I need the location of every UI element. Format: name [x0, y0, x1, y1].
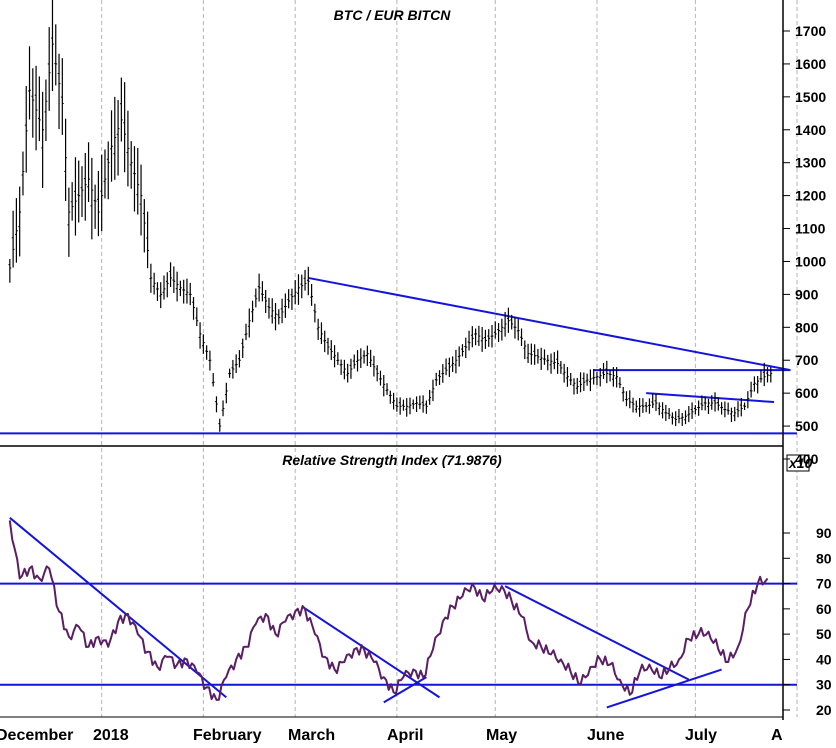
x-tick-label: December: [0, 727, 73, 743]
rsi-y-tick-label: 60: [816, 601, 832, 617]
scale-badge: x10: [788, 455, 813, 471]
x-tick-label: A: [771, 727, 783, 743]
price-y-tick-label: 1500: [795, 89, 826, 105]
rsi-y-tick-label: 30: [816, 677, 832, 693]
scale-badge-box: [786, 454, 810, 472]
x-tick-label: April: [387, 727, 423, 743]
price-y-tick-label: 1100: [795, 221, 826, 237]
price-y-tick-label: 600: [795, 385, 819, 401]
rsi-trendline-3: [504, 585, 690, 681]
series-layer: [8, 0, 773, 701]
price-y-tick-label: 500: [795, 418, 819, 434]
rsi-y-tick-label: 20: [816, 702, 832, 718]
price-y-tick-label: 1000: [795, 253, 826, 269]
rsi-y-tick-label: 50: [816, 626, 832, 642]
price-y-tick-label: 700: [795, 352, 819, 368]
x-tick-label: March: [288, 727, 335, 743]
rsi-trendline-2: [383, 676, 427, 704]
rsi-y-tick-label: 40: [816, 651, 832, 667]
price-y-tick-label: 400: [795, 451, 819, 467]
x-tick-label: February: [193, 727, 262, 743]
rsi-y-tick-label: 90: [816, 525, 832, 541]
rsi-y-tick-label: 70: [816, 576, 832, 592]
price-chart-title: BTC / EUR BITCN: [334, 7, 452, 23]
rsi-trendline-4: [606, 668, 722, 709]
price-y-tick-label: 1300: [795, 155, 826, 171]
rsi-chart-title: Relative Strength Index (71.9876): [282, 452, 502, 468]
x-tick-label: July: [685, 727, 717, 743]
price-y-tick-label: 1200: [795, 188, 826, 204]
grid-layer: [101, 0, 798, 717]
price-y-tick-label: 1700: [795, 23, 826, 39]
price-y-tick-label: 1600: [795, 56, 826, 72]
price-trendline-2: [646, 392, 775, 404]
price-y-tick-label: 900: [795, 286, 819, 302]
x-tick-label: 2018: [93, 727, 129, 743]
price-trendline-0: [308, 276, 791, 372]
x-tick-label: June: [587, 727, 624, 743]
price-y-tick-label: 1400: [795, 122, 826, 138]
x-tick-label: May: [486, 727, 517, 743]
rsi-y-tick-label: 80: [816, 550, 832, 566]
rsi-line: [8, 520, 769, 701]
price-y-tick-label: 800: [795, 319, 819, 335]
